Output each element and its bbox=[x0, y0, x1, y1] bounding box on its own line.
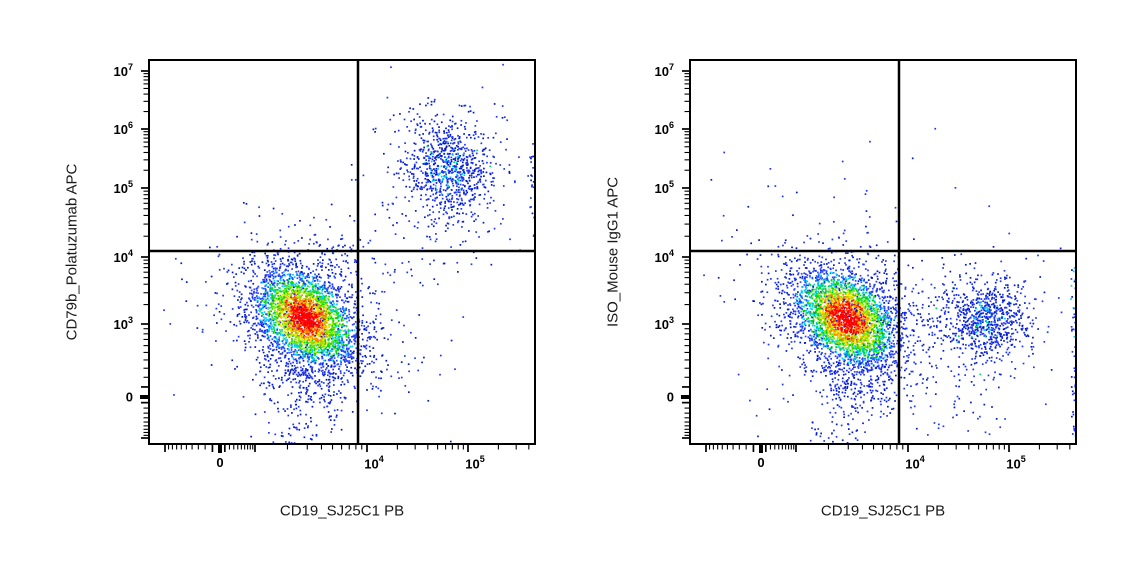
y-tick-label: 103 bbox=[654, 314, 674, 333]
y-tick-label: 104 bbox=[113, 247, 133, 266]
y-tick-label: 105 bbox=[113, 178, 133, 197]
y-tick-label: 106 bbox=[113, 119, 133, 138]
y-tick-label: 103 bbox=[113, 314, 133, 333]
left-plot-x-axis-title: CD19_SJ25C1 PB bbox=[279, 502, 405, 520]
x-tick-label: 104 bbox=[905, 454, 925, 472]
y-tick-label: 104 bbox=[654, 247, 674, 266]
right-plot-y-axis-title: ISO_Mouse IgG1 APC bbox=[604, 176, 622, 328]
x-tick-label: 105 bbox=[465, 454, 485, 472]
y-tick-label: 107 bbox=[654, 61, 674, 80]
left-plot-y-axis-title: CD79b_Polatuzumab APC bbox=[63, 163, 81, 341]
x-tick-label: 0 bbox=[216, 455, 224, 470]
x-tick-label: 105 bbox=[1006, 454, 1026, 472]
y-tick-label: 0 bbox=[125, 389, 133, 405]
x-tick-label: 104 bbox=[364, 454, 384, 472]
y-tick-label: 0 bbox=[666, 389, 674, 405]
right-plot-x-axis-title: CD19_SJ25C1 PB bbox=[820, 502, 946, 520]
y-tick-label: 107 bbox=[113, 61, 133, 80]
y-tick-label: 105 bbox=[654, 178, 674, 197]
y-tick-label: 106 bbox=[654, 119, 674, 138]
x-tick-label: 0 bbox=[757, 455, 765, 470]
